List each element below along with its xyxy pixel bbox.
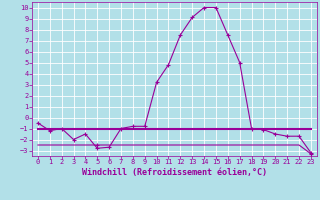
X-axis label: Windchill (Refroidissement éolien,°C): Windchill (Refroidissement éolien,°C): [82, 168, 267, 177]
